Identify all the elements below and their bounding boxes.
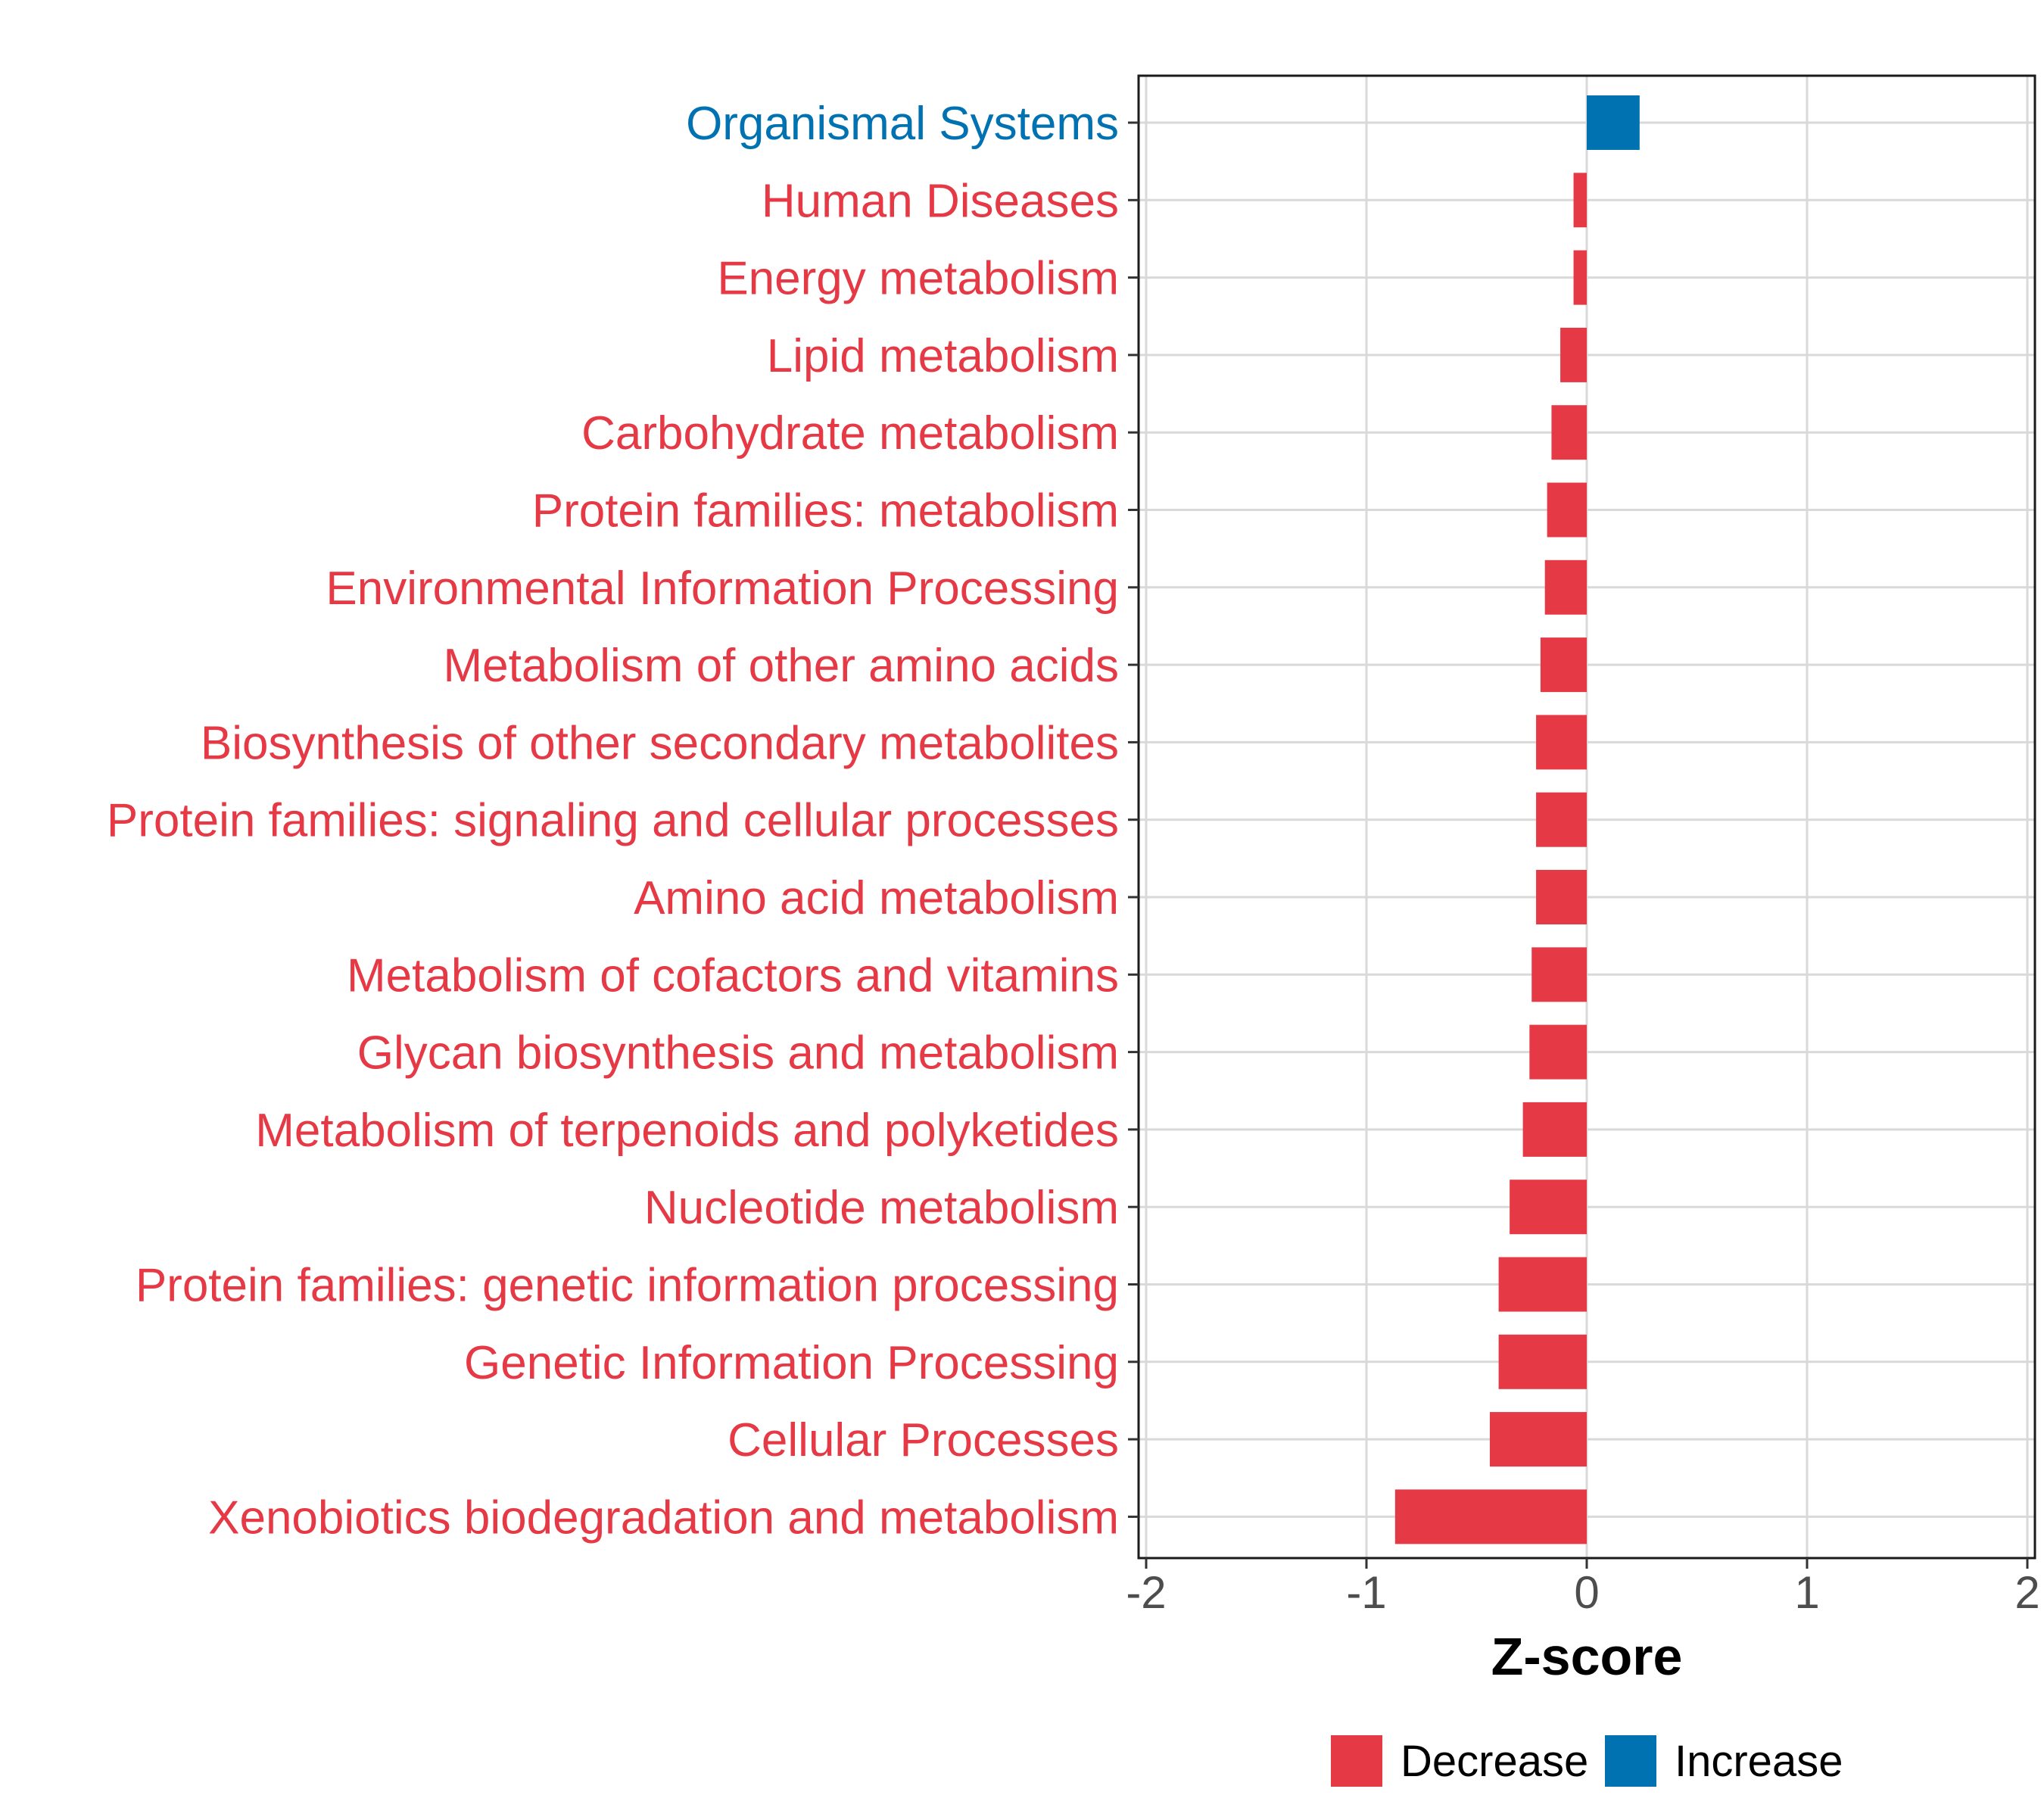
bar <box>1510 1180 1587 1235</box>
bar <box>1394 1489 1587 1544</box>
x-tick-label: 2 <box>2014 1567 2039 1618</box>
category-label: Nucleotide metabolism <box>644 1182 1119 1234</box>
bar <box>1547 482 1587 538</box>
legend: Decrease Increase <box>1331 1735 1843 1787</box>
category-label: Metabolism of cofactors and vitamins <box>347 949 1119 1002</box>
bar <box>1536 715 1587 770</box>
bar <box>1540 637 1587 693</box>
category-label: Organismal Systems <box>686 98 1119 150</box>
legend-swatch <box>1605 1735 1656 1787</box>
category-label: Lipid metabolism <box>767 330 1119 382</box>
category-label: Human Diseases <box>762 175 1119 227</box>
category-label: Protein families: genetic information pr… <box>136 1260 1119 1312</box>
x-axis-title: Z-score <box>1491 1627 1683 1686</box>
bar <box>1560 327 1587 382</box>
x-tick-label: -2 <box>1126 1567 1166 1618</box>
category-label: Metabolism of terpenoids and polyketides <box>255 1105 1119 1157</box>
bar <box>1544 559 1587 615</box>
bar <box>1536 870 1587 924</box>
category-label: Genetic Information Processing <box>464 1337 1119 1389</box>
category-label: Metabolism of other amino acids <box>443 640 1119 692</box>
x-axis: -2 -1 0 1 2 <box>1126 1558 2040 1618</box>
x-tick-label: 1 <box>1794 1567 1819 1618</box>
category-label: Xenobiotics biodegradation and metabolis… <box>208 1491 1119 1544</box>
bar <box>1531 947 1587 1002</box>
category-label: Environmental Information Processing <box>326 563 1119 615</box>
legend-label: Increase <box>1675 1737 1843 1786</box>
legend-label: Decrease <box>1401 1737 1588 1786</box>
category-label: Amino acid metabolism <box>634 872 1119 924</box>
x-tick-label: -1 <box>1346 1567 1386 1618</box>
bar <box>1536 792 1587 847</box>
category-label: Biosynthesis of other secondary metaboli… <box>201 717 1119 769</box>
bars <box>1394 95 1640 1544</box>
bar <box>1551 405 1587 460</box>
legend-swatch <box>1331 1735 1382 1787</box>
bar <box>1587 95 1640 150</box>
bar <box>1573 250 1587 305</box>
category-label: Energy metabolism <box>717 253 1119 305</box>
bar <box>1489 1412 1587 1467</box>
bar <box>1498 1334 1587 1389</box>
category-label: Carbohydrate metabolism <box>581 407 1119 460</box>
bar <box>1498 1257 1587 1312</box>
category-label: Protein families: metabolism <box>532 485 1119 538</box>
category-label: Cellular Processes <box>728 1414 1119 1466</box>
category-label: Glycan biosynthesis and metabolism <box>357 1027 1119 1080</box>
bar <box>1522 1102 1587 1157</box>
category-label: Protein families: signaling and cellular… <box>107 795 1119 847</box>
bar <box>1573 173 1587 228</box>
y-axis: Organismal Systems Human Diseases Energy m… <box>107 98 1139 1544</box>
x-tick-label: 0 <box>1574 1567 1599 1618</box>
bar <box>1529 1024 1587 1080</box>
